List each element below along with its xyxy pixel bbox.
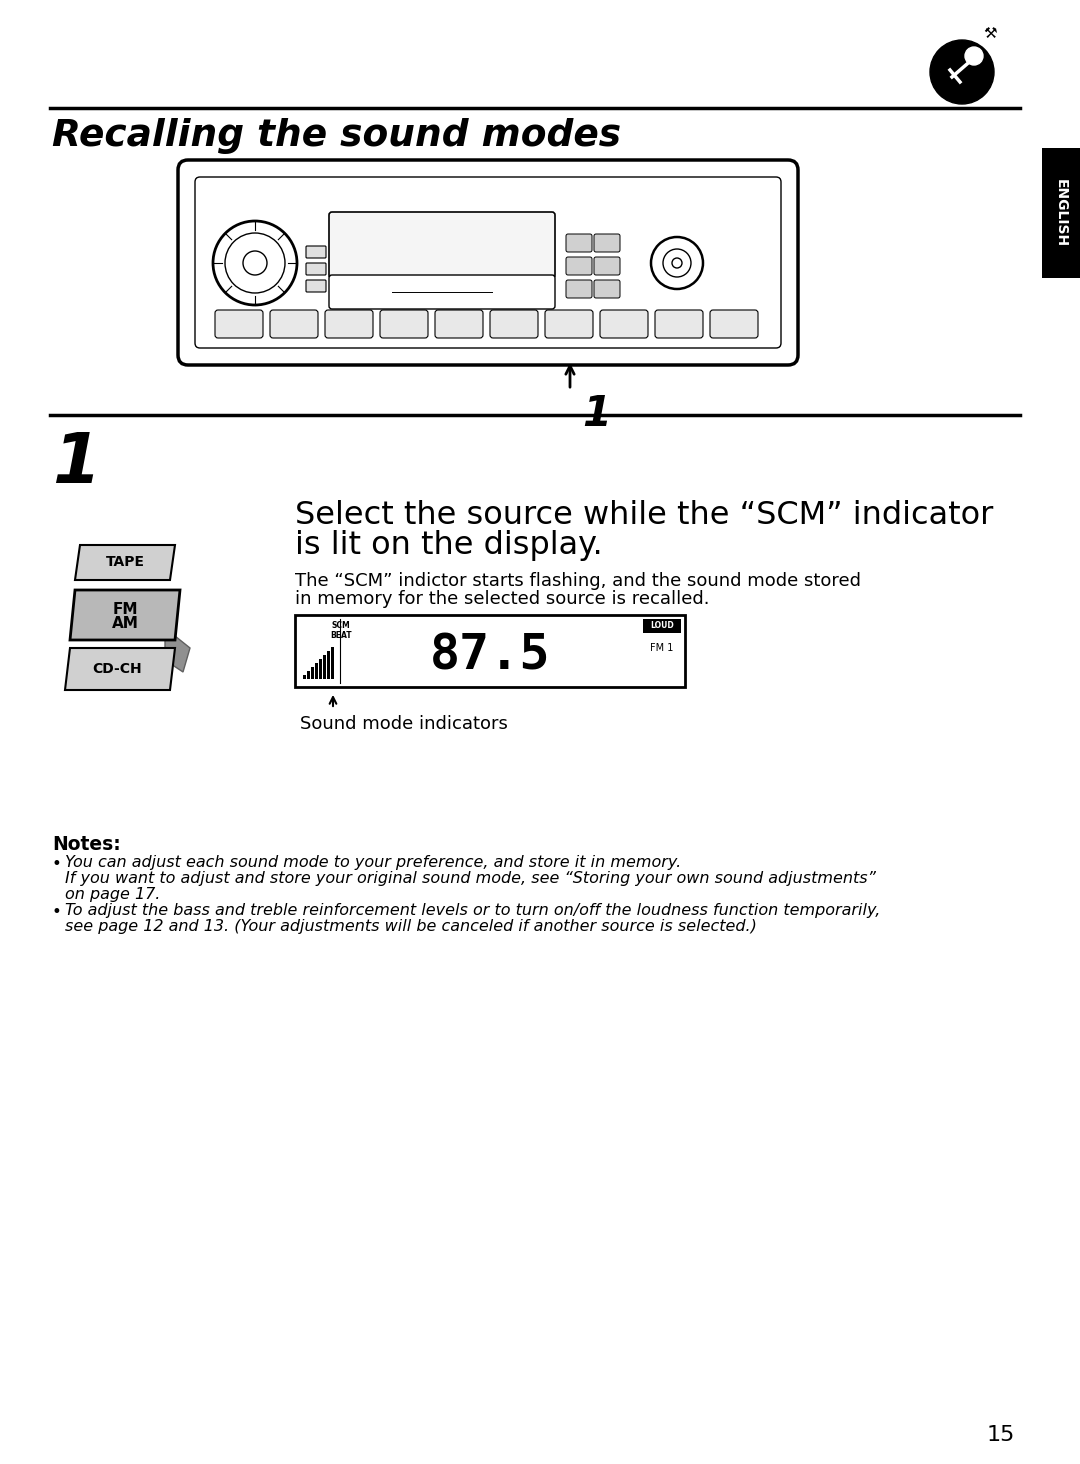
FancyBboxPatch shape bbox=[594, 280, 620, 299]
FancyBboxPatch shape bbox=[178, 160, 798, 365]
FancyBboxPatch shape bbox=[325, 310, 373, 338]
FancyBboxPatch shape bbox=[600, 310, 648, 338]
Polygon shape bbox=[70, 590, 180, 640]
Circle shape bbox=[966, 47, 983, 64]
FancyBboxPatch shape bbox=[215, 310, 264, 338]
Bar bbox=[307, 671, 310, 679]
Text: TAPE: TAPE bbox=[106, 555, 145, 569]
Bar bbox=[295, 615, 685, 687]
FancyBboxPatch shape bbox=[306, 280, 326, 291]
FancyBboxPatch shape bbox=[306, 246, 326, 258]
Text: You can adjust each sound mode to your preference, and store it in memory.: You can adjust each sound mode to your p… bbox=[65, 855, 681, 870]
Bar bbox=[327, 651, 330, 679]
FancyBboxPatch shape bbox=[566, 258, 592, 275]
Circle shape bbox=[663, 249, 691, 277]
Polygon shape bbox=[75, 545, 175, 580]
Bar bbox=[330, 647, 334, 679]
Text: The “SCM” indictor starts flashing, and the sound mode stored: The “SCM” indictor starts flashing, and … bbox=[295, 572, 861, 590]
Text: Sound mode indicators: Sound mode indicators bbox=[300, 714, 508, 733]
Text: 1: 1 bbox=[582, 392, 611, 435]
Polygon shape bbox=[165, 628, 190, 672]
Polygon shape bbox=[65, 649, 175, 690]
Bar bbox=[323, 654, 326, 679]
FancyBboxPatch shape bbox=[566, 280, 592, 299]
FancyBboxPatch shape bbox=[329, 275, 555, 309]
Text: FM 1: FM 1 bbox=[650, 643, 674, 653]
Text: BEAT: BEAT bbox=[330, 631, 352, 640]
FancyBboxPatch shape bbox=[380, 310, 428, 338]
Bar bbox=[315, 663, 318, 679]
Text: •: • bbox=[52, 855, 62, 873]
Circle shape bbox=[930, 40, 994, 104]
Circle shape bbox=[213, 221, 297, 305]
FancyBboxPatch shape bbox=[490, 310, 538, 338]
Circle shape bbox=[651, 237, 703, 288]
Text: If you want to adjust and store your original sound mode, see “Storing your own : If you want to adjust and store your ori… bbox=[65, 871, 876, 886]
Text: is lit on the display.: is lit on the display. bbox=[295, 530, 603, 561]
Bar bbox=[311, 668, 314, 679]
Text: 1: 1 bbox=[52, 430, 100, 496]
FancyBboxPatch shape bbox=[654, 310, 703, 338]
Text: Notes:: Notes: bbox=[52, 834, 121, 854]
Bar bbox=[1042, 148, 1080, 278]
Bar bbox=[319, 659, 322, 679]
Text: Select the source while the “SCM” indicator: Select the source while the “SCM” indica… bbox=[295, 501, 994, 531]
Bar bbox=[303, 675, 306, 679]
FancyBboxPatch shape bbox=[710, 310, 758, 338]
Text: FM: FM bbox=[112, 602, 138, 616]
Text: AM: AM bbox=[111, 615, 138, 631]
FancyBboxPatch shape bbox=[545, 310, 593, 338]
Text: •: • bbox=[52, 903, 62, 921]
Text: in memory for the selected source is recalled.: in memory for the selected source is rec… bbox=[295, 590, 710, 608]
Text: ⚒: ⚒ bbox=[983, 26, 997, 41]
Bar bbox=[643, 619, 681, 632]
FancyBboxPatch shape bbox=[594, 258, 620, 275]
FancyBboxPatch shape bbox=[306, 264, 326, 275]
Circle shape bbox=[225, 233, 285, 293]
FancyBboxPatch shape bbox=[435, 310, 483, 338]
FancyBboxPatch shape bbox=[566, 234, 592, 252]
Text: 15: 15 bbox=[987, 1424, 1015, 1445]
Circle shape bbox=[672, 258, 681, 268]
Text: To adjust the bass and treble reinforcement levels or to turn on/off the loudnes: To adjust the bass and treble reinforcem… bbox=[65, 903, 880, 918]
Text: 87.5: 87.5 bbox=[430, 631, 550, 679]
Text: on page 17.: on page 17. bbox=[65, 887, 160, 902]
Text: SCM: SCM bbox=[332, 621, 350, 630]
Text: Recalling the sound modes: Recalling the sound modes bbox=[52, 119, 621, 154]
Circle shape bbox=[243, 250, 267, 275]
FancyBboxPatch shape bbox=[270, 310, 318, 338]
Text: CD-CH: CD-CH bbox=[92, 662, 141, 676]
FancyBboxPatch shape bbox=[195, 177, 781, 348]
FancyBboxPatch shape bbox=[329, 212, 555, 278]
FancyBboxPatch shape bbox=[594, 234, 620, 252]
Text: LOUD: LOUD bbox=[650, 622, 674, 631]
Text: see page 12 and 13. (Your adjustments will be canceled if another source is sele: see page 12 and 13. (Your adjustments wi… bbox=[65, 919, 757, 934]
Text: ENGLISH: ENGLISH bbox=[1054, 179, 1068, 247]
